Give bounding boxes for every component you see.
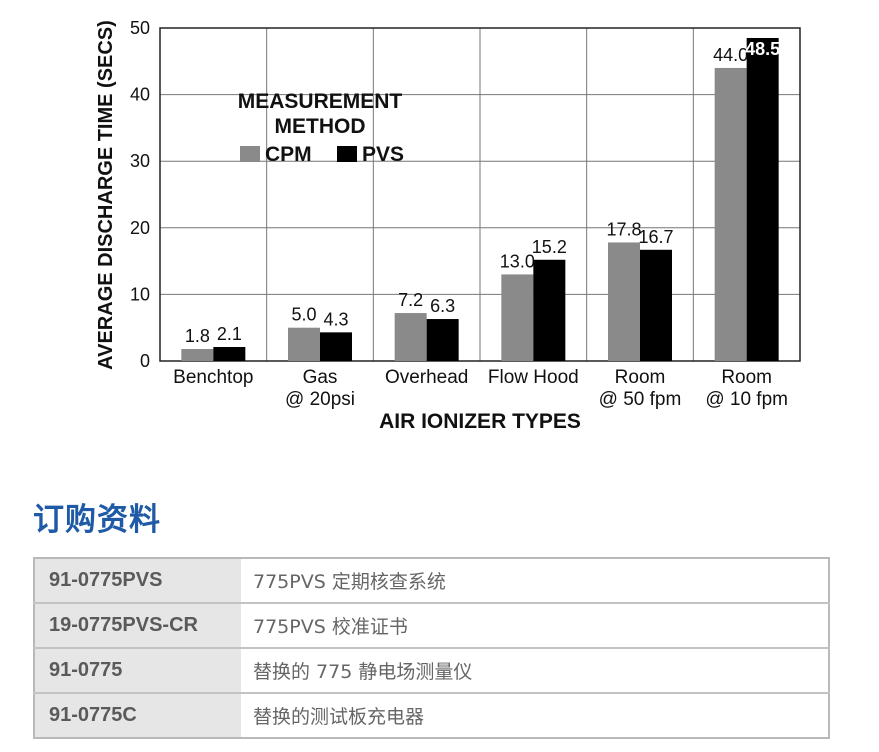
y-tick-label: 20 — [130, 218, 150, 238]
x-tick-label: @ 50 fpm — [599, 389, 682, 410]
bar-cpm — [501, 274, 534, 361]
part-description: 替换的测试板充电器 — [241, 692, 829, 738]
part-number: 91-0775PVS — [34, 558, 241, 603]
ordering-table: 91-0775PVS 775PVS 定期核查系统 19-0775PVS-CR 7… — [33, 557, 830, 739]
bar-pvs — [320, 332, 352, 361]
legend-label-cpm: CPM — [265, 143, 312, 166]
bar-cpm — [181, 349, 214, 361]
x-tick-label: Benchtop — [173, 367, 253, 388]
legend-swatch-cpm — [240, 146, 260, 162]
x-tick-label: Gas — [303, 367, 338, 388]
part-number: 91-0775 — [34, 647, 241, 693]
x-tick-label: Room — [615, 367, 666, 388]
y-tick-label: 50 — [130, 18, 150, 38]
bar-pvs — [640, 249, 672, 361]
y-tick-label: 40 — [130, 85, 150, 105]
bar-cpm — [608, 242, 640, 361]
y-tick-label: 10 — [130, 284, 150, 304]
bar-cpm — [714, 67, 747, 362]
legend-swatch-pvs — [337, 146, 357, 162]
table-row: 91-0775 替换的 775 静电场测量仪 — [34, 647, 829, 693]
data-label: 16.7 — [638, 227, 673, 247]
bar-cpm — [288, 327, 320, 361]
legend-title: MEASUREMENT — [238, 90, 403, 113]
bar-pvs — [746, 37, 779, 362]
data-label: 48.5 — [745, 39, 780, 59]
data-label: 5.0 — [291, 305, 316, 325]
bar-pvs — [533, 259, 566, 361]
x-axis-title: AIR IONIZER TYPES — [379, 410, 581, 433]
y-tick-label: 0 — [140, 351, 150, 371]
part-number: 91-0775C — [34, 692, 241, 738]
data-label: 6.3 — [430, 296, 455, 316]
part-description: 775PVS 定期核查系统 — [253, 571, 446, 593]
x-tick-label: @ 20psi — [285, 389, 355, 410]
table-row: 91-0775C 替换的测试板充电器 — [34, 692, 829, 738]
x-tick-label: Room — [721, 367, 772, 388]
data-label: 4.3 — [323, 309, 348, 329]
plot-frame — [159, 27, 801, 362]
table-row: 19-0775PVS-CR 775PVS 校准证书 — [34, 602, 829, 648]
x-tick-label: Overhead — [385, 367, 468, 388]
part-description: 775PVS 校准证书 — [241, 602, 829, 648]
bar-pvs — [426, 319, 459, 361]
data-label: 13.0 — [500, 251, 535, 271]
part-description: 替换的 775 静电场测量仪 — [241, 647, 829, 693]
x-tick-label: Flow Hood — [488, 367, 579, 388]
data-label: 2.1 — [217, 324, 242, 344]
y-tick-label: 30 — [130, 151, 150, 171]
table-row: 91-0775PVS 775PVS 定期核查系统 — [34, 558, 829, 603]
data-label: 1.8 — [185, 326, 210, 346]
data-label: 7.2 — [398, 290, 423, 310]
y-axis-title: AVERAGE DISCHARGE TIME (SECS) — [95, 20, 117, 370]
bar-cpm — [394, 313, 427, 361]
bar-pvs — [213, 347, 246, 361]
x-tick-label: @ 10 fpm — [705, 389, 788, 410]
ordering-info-title: 订购资料 — [33, 502, 161, 538]
data-label: 44.0 — [713, 45, 748, 65]
legend-label-pvs: PVS — [362, 143, 404, 166]
data-label: 15.2 — [532, 237, 567, 257]
part-number: 19-0775PVS-CR — [34, 602, 241, 648]
legend-title: METHOD — [275, 115, 366, 138]
data-label: 17.8 — [606, 219, 641, 239]
discharge-time-chart: 0 10 20 30 40 50 1.8 2.1 Benchtop 5.0 4.3 Gas@ 20ps… — [95, 18, 801, 433]
